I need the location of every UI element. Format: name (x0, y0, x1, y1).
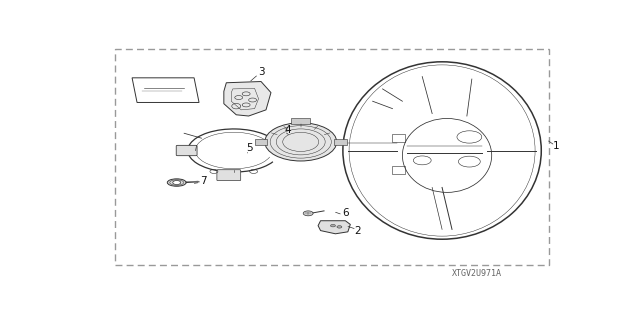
Text: 3: 3 (258, 68, 265, 77)
Circle shape (303, 211, 313, 216)
FancyBboxPatch shape (217, 170, 241, 180)
Text: 4: 4 (284, 124, 291, 135)
Circle shape (330, 224, 335, 227)
Text: 2: 2 (355, 226, 361, 236)
Polygon shape (224, 82, 271, 116)
Ellipse shape (265, 123, 337, 161)
Text: 5: 5 (246, 143, 253, 153)
Ellipse shape (167, 179, 186, 186)
Circle shape (337, 226, 342, 228)
Text: XTGV2U971A: XTGV2U971A (452, 269, 502, 278)
Polygon shape (318, 221, 350, 234)
Circle shape (173, 180, 180, 185)
FancyBboxPatch shape (334, 139, 347, 145)
FancyBboxPatch shape (176, 145, 197, 156)
FancyBboxPatch shape (291, 118, 310, 124)
Text: 1: 1 (553, 140, 559, 151)
Text: 7: 7 (200, 176, 206, 186)
FancyBboxPatch shape (255, 139, 268, 145)
Text: 6: 6 (342, 208, 349, 218)
